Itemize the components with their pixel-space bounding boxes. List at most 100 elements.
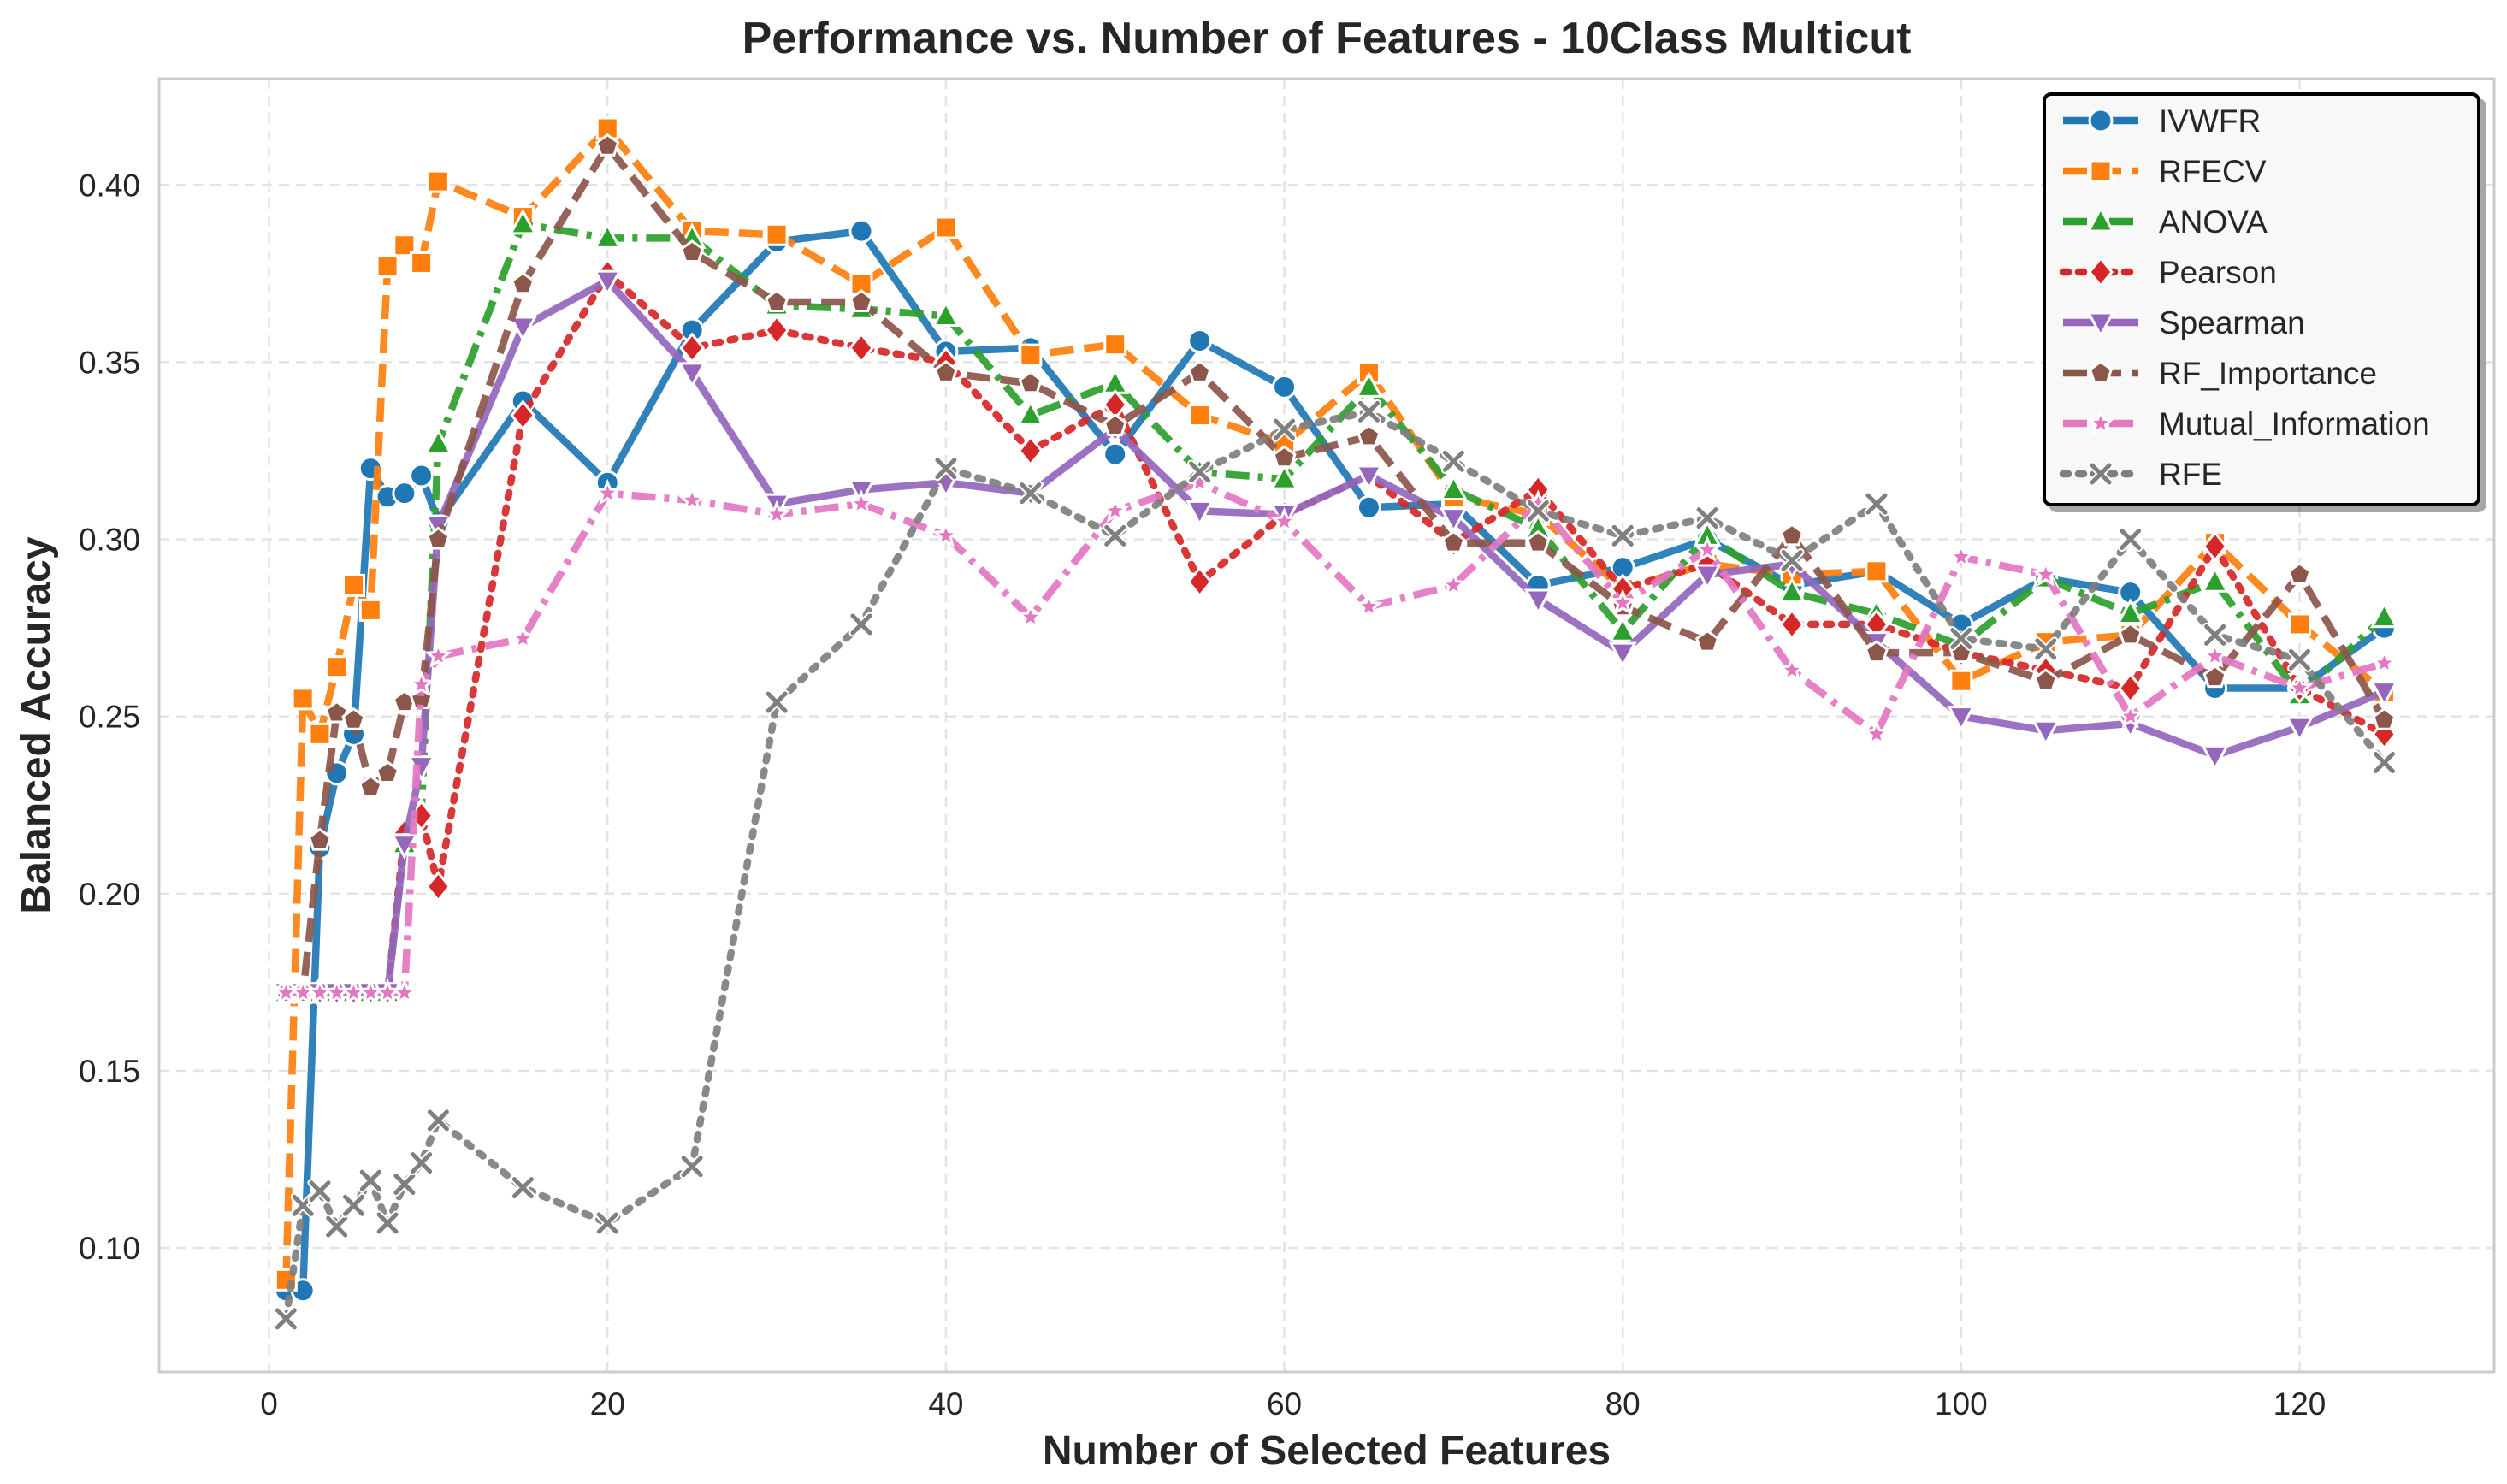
data-point-ivwfr [392,481,417,506]
data-point-mutual-information [2116,701,2144,729]
x-tick-label: 100 [1935,1386,1988,1422]
legend-marker-rf-importance [2088,360,2114,384]
data-point-rf-importance [358,774,383,798]
data-point-rf-importance [933,359,959,383]
x-axis-label: Number of Selected Features [1043,1428,1611,1474]
data-point-rfe [2287,647,2312,672]
x-tick-label: 60 [1267,1386,1302,1422]
data-point-spearman [508,316,537,343]
data-point-rfecv [1865,559,1889,583]
data-point-rfe [764,689,789,715]
series-mutual-information [272,468,2398,1005]
data-point-rf-importance [2033,668,2058,692]
data-point-rfe [848,612,874,637]
data-point-rfe [1694,506,1720,531]
x-tick-label: 20 [590,1386,625,1422]
data-point-spearman [1439,507,1468,534]
data-point-anova [931,300,961,328]
data-point-mutual-information [594,478,622,506]
data-point-rfe [2371,749,2397,775]
data-point-spearman [593,269,622,297]
x-tick-label: 40 [928,1386,963,1422]
data-point-rfe [273,1306,299,1332]
data-point-anova [423,428,452,455]
legend-marker-pearson [2088,256,2114,288]
data-point-mutual-information [1862,719,1891,747]
series-line-mutual-information [286,478,2386,997]
legend-item-ivwfr: IVWFR [2063,103,2261,139]
data-point-spearman [1354,464,1383,492]
data-point-rfecv [765,222,789,246]
data-point-pearson [510,399,536,431]
data-point-mutual-information [2201,641,2229,668]
data-point-rfe [1018,481,1044,506]
data-point-rfe [1187,459,1213,485]
legend-item-rfecv: RFECV [2063,154,2267,189]
data-point-mutual-information [762,500,791,527]
data-point-mutual-information [1694,535,1722,562]
data-point-ivwfr [1356,494,1381,520]
data-point-pearson [679,332,706,364]
y-tick-label: 0.30 [79,523,140,558]
y-tick-label: 0.15 [79,1054,140,1089]
series-rfe [273,399,2397,1332]
data-point-rfe [341,1192,366,1218]
legend-label-ivwfr: IVWFR [2159,103,2261,139]
data-point-pearson [1186,565,1213,598]
data-point-mutual-information [1609,588,1637,615]
data-point-rfe [307,1179,333,1204]
legend-label-rf-importance: RF_Importance [2159,356,2377,391]
data-point-rfe [2202,622,2228,647]
data-point-rfecv [410,251,434,275]
data-point-rf-importance [680,239,705,263]
legend-label-rfecv: RFECV [2159,154,2267,189]
series-line-rfe [282,408,2388,1323]
legend-marker-mutual-information [2086,409,2115,435]
tick-labels: 0 20 40 60 80 100 120 0.10 0.15 0.20 0.25 0.30 0.35 0… [79,168,2326,1422]
data-point-mutual-information [1355,592,1383,618]
data-point-rfe [1610,523,1635,548]
data-point-rfe [425,1108,451,1133]
y-tick-label: 0.20 [79,877,140,912]
data-point-rfe [1864,491,1889,517]
data-point-rfecv [934,216,958,239]
data-point-mutual-information [1947,542,1975,569]
legend: IVWFR RFECV ANOVA Pearson Spearman RF_Importa… [2043,92,2480,506]
data-point-ivwfr [409,463,435,488]
legend-item-pearson: Pearson [2059,255,2277,290]
data-point-rfe [409,1150,435,1176]
data-point-ivwfr [1187,328,1213,354]
data-point-pearson [425,871,452,902]
legend-label-rfe: RFE [2159,457,2222,492]
data-point-anova [1608,616,1637,642]
data-point-pearson [2202,530,2228,563]
data-point-rfecv [2288,612,2311,636]
legend-label-pearson: Pearson [2159,255,2277,290]
data-point-rfe [679,1154,705,1180]
data-point-anova [508,208,537,235]
data-point-mutual-information [1440,571,1468,598]
data-point-rfe [933,456,959,482]
data-point-spearman [677,362,707,388]
data-point-spearman [1523,588,1552,616]
data-point-rfe [1948,626,1974,652]
plot-frame [157,77,2496,1374]
data-point-rfe [358,1168,383,1193]
data-point-rfe [510,1175,535,1201]
data-point-rf-importance [1103,413,1127,436]
legend-marker-spearman [2086,311,2115,339]
data-point-rfe [1779,547,1805,573]
data-point-anova [593,222,622,249]
data-point-mutual-information [1101,496,1129,523]
data-point-rf-importance [2372,707,2397,730]
data-point-rf-importance [2287,562,2312,585]
data-point-mutual-information [2370,648,2398,676]
legend-label-anova: ANOVA [2159,204,2268,239]
data-point-rfe [594,1210,620,1236]
x-tick-label: 0 [260,1386,278,1422]
data-point-spearman [1608,641,1637,669]
data-point-ivwfr [848,218,874,244]
data-point-anova [1016,399,1045,427]
data-point-pearson [1779,608,1805,641]
